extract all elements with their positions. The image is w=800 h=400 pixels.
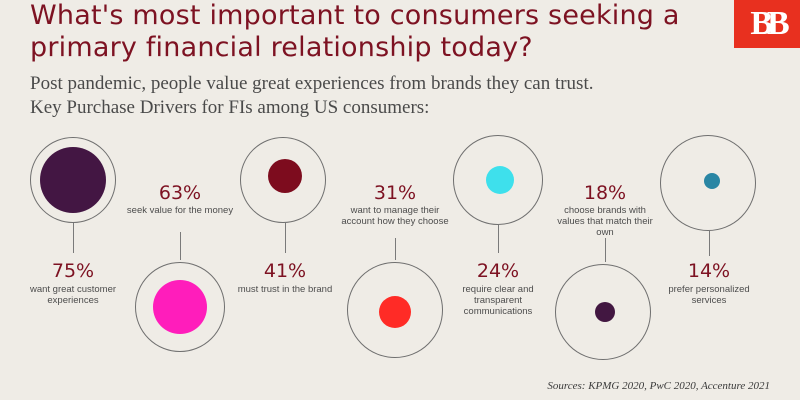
driver-ring	[347, 262, 443, 358]
driver-description: choose brands with values that match the…	[557, 205, 653, 238]
driver-ring	[135, 262, 225, 352]
connector-line	[285, 223, 286, 253]
driver-description: prefer personalized services	[668, 284, 750, 306]
connector-line	[180, 232, 181, 260]
driver-percent: 41%	[263, 260, 307, 282]
driver-percent: 75%	[51, 260, 95, 282]
driver-bubble	[153, 280, 207, 334]
sources-footnote: Sources: KPMG 2020, PwC 2020, Accenture …	[547, 380, 770, 392]
driver-percent: 24%	[476, 260, 520, 282]
driver-bubble	[268, 159, 302, 193]
driver-bubble	[40, 147, 106, 213]
page-subtitle: Post pandemic, people value great experi…	[30, 72, 750, 120]
driver-percent: 63%	[158, 182, 202, 204]
driver-ring	[30, 137, 116, 223]
driver-bubble	[486, 166, 514, 194]
driver-ring	[240, 137, 326, 223]
driver-description: require clear and transparent communicat…	[462, 284, 534, 317]
driver-ring	[555, 264, 651, 360]
driver-bubble	[595, 302, 615, 322]
driver-description: seek value for the money	[126, 205, 234, 216]
connector-line	[73, 223, 74, 253]
driver-description: want to manage their account how they ch…	[341, 205, 449, 227]
connector-line	[498, 225, 499, 253]
connector-line	[605, 238, 606, 262]
connector-line	[395, 238, 396, 260]
driver-ring	[660, 135, 756, 231]
driver-ring	[453, 135, 543, 225]
driver-description: must trust in the brand	[237, 284, 333, 295]
connector-line	[709, 231, 710, 256]
driver-percent: 31%	[373, 182, 417, 204]
subtitle-line-2: Key Purchase Drivers for FIs among US co…	[30, 97, 430, 118]
driver-bubble	[379, 296, 411, 328]
page-title: What's most important to consumers seeki…	[30, 0, 680, 63]
subtitle-line-1: Post pandemic, people value great experi…	[30, 73, 594, 94]
driver-percent: 14%	[687, 260, 731, 282]
driver-description: want great customer experiences	[29, 284, 117, 306]
driver-percent: 18%	[583, 182, 627, 204]
brand-logo: BB	[734, 0, 800, 48]
driver-bubble	[704, 173, 720, 189]
